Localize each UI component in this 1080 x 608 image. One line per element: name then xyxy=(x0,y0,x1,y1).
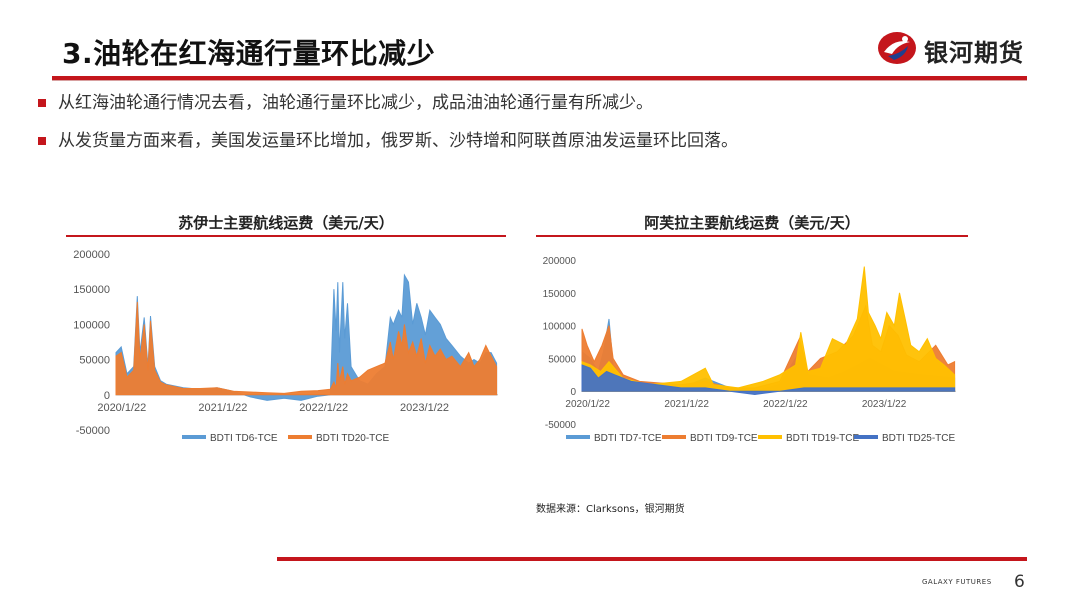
header-divider xyxy=(52,76,1027,80)
aframax-freight-chart: 200000 150000 100000 50000 0 -50000 2020/1/22 2… xyxy=(543,256,956,444)
legend-swatch xyxy=(662,435,686,439)
legend-swatch xyxy=(854,435,878,439)
chart-title-suez: 苏伊士主要航线运费（美元/天） xyxy=(178,214,394,232)
suez-freight-chart: 200000 150000 100000 50000 0 -50000 2020/1/22 2… xyxy=(73,249,498,444)
series-area-bdti-td25-tce xyxy=(581,364,956,396)
brand-logo: 银河期货 xyxy=(876,28,1036,68)
y-tick-label: -50000 xyxy=(76,425,110,437)
x-tick-label: 2020/1/22 xyxy=(565,399,610,410)
bullet-square-icon xyxy=(38,137,46,145)
bullet-square-icon xyxy=(38,99,46,107)
footer-brand: GALAXY FUTURES xyxy=(922,578,992,586)
y-tick-label: 100000 xyxy=(543,322,577,333)
x-tick-label: 2021/1/22 xyxy=(198,402,247,414)
legend-label: BDTI TD25-TCE xyxy=(882,433,955,444)
x-tick-label: 2022/1/22 xyxy=(299,402,348,414)
y-tick-label: 200000 xyxy=(543,256,577,267)
chart-title-rule xyxy=(66,235,506,237)
legend-label: BDTI TD20-TCE xyxy=(316,433,389,444)
data-source-note: 数据来源：Clarksons，银河期货 xyxy=(536,504,685,515)
y-tick-label: 150000 xyxy=(73,284,110,296)
y-tick-label: 100000 xyxy=(73,319,110,331)
y-tick-label: 0 xyxy=(104,390,110,402)
legend-swatch xyxy=(758,435,782,439)
y-tick-label: -50000 xyxy=(545,420,577,431)
footer-divider xyxy=(277,557,1027,561)
x-tick-label: 2023/1/22 xyxy=(400,402,449,414)
bullet-item: 从红海油轮通行情况去看，油轮通行量环比减少，成品油油轮通行量有所减少。 xyxy=(36,92,738,130)
brand-name: 银河期货 xyxy=(924,39,1024,67)
legend-swatch xyxy=(288,435,312,439)
x-tick-label: 2023/1/22 xyxy=(862,399,907,410)
chart-title-rule xyxy=(536,235,968,237)
legend-label: BDTI TD6-TCE xyxy=(210,433,278,444)
galaxy-logo-icon xyxy=(878,32,916,64)
y-tick-label: 50000 xyxy=(548,354,576,365)
legend-label: BDTI TD7-TCE xyxy=(594,433,662,444)
legend-label: BDTI TD9-TCE xyxy=(690,433,758,444)
bullet-text: 从发货量方面来看，美国发运量环比增加，俄罗斯、沙特增和阿联酋原油发运量环比回落。 xyxy=(58,131,738,151)
y-tick-label: 200000 xyxy=(73,249,110,261)
series-area-bdti-td19-tce xyxy=(581,266,956,392)
y-tick-label: 50000 xyxy=(79,355,110,367)
bullet-list: 从红海油轮通行情况去看，油轮通行量环比减少，成品油油轮通行量有所减少。 从发货量… xyxy=(36,92,738,168)
header-divider-shadow xyxy=(52,80,1027,81)
legend-swatch xyxy=(566,435,590,439)
legend-label: BDTI TD19-TCE xyxy=(786,433,859,444)
page-title: 3.油轮在红海通行量环比减少 xyxy=(62,37,436,70)
y-tick-label: 0 xyxy=(570,387,576,398)
page-number: 6 xyxy=(1014,572,1025,592)
x-tick-label: 2020/1/22 xyxy=(97,402,146,414)
legend-swatch xyxy=(182,435,206,439)
bullet-text: 从红海油轮通行情况去看，油轮通行量环比减少，成品油油轮通行量有所减少。 xyxy=(58,93,653,113)
x-tick-label: 2021/1/22 xyxy=(664,399,709,410)
y-tick-label: 150000 xyxy=(543,289,577,300)
series-area-bdti-td20-tce xyxy=(115,301,498,396)
chart-title-aframax: 阿芙拉主要航线运费（美元/天） xyxy=(644,214,860,232)
x-tick-label: 2022/1/22 xyxy=(763,399,808,410)
bullet-item: 从发货量方面来看，美国发运量环比增加，俄罗斯、沙特增和阿联酋原油发运量环比回落。 xyxy=(36,130,738,168)
